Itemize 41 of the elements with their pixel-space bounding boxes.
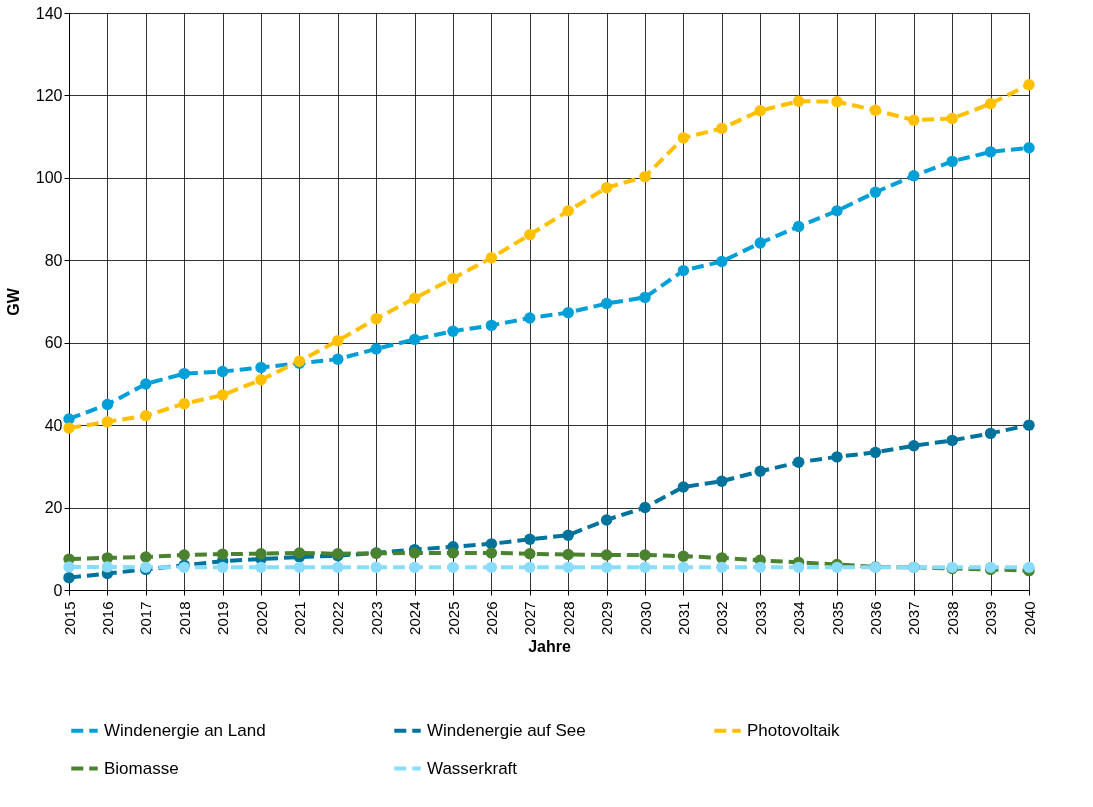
- legend-label: Photovoltaik: [747, 720, 841, 740]
- x-tick-label: 2035: [828, 601, 846, 635]
- x-tick-label: 2027: [521, 601, 539, 635]
- x-tick-label: 2030: [636, 601, 654, 635]
- y-tick-label: 120: [35, 86, 63, 104]
- x-tick-label: 2037: [905, 601, 923, 635]
- x-tick-label: 2015: [60, 601, 78, 635]
- x-tick-label: 2033: [751, 601, 769, 635]
- y-tick-label: 0: [53, 581, 63, 599]
- x-tick-label: 2039: [982, 601, 1000, 635]
- x-tick-label: 2016: [98, 601, 116, 635]
- x-tick-label: 2022: [329, 601, 347, 635]
- x-tick-label: 2019: [214, 601, 232, 635]
- x-tick-label: 2028: [559, 601, 577, 635]
- x-tick-label: 2017: [137, 601, 155, 635]
- y-tick-label: 60: [44, 334, 63, 352]
- x-tick-label: 2026: [482, 601, 500, 635]
- x-tick-label: 2038: [943, 601, 961, 635]
- legend-label: Biomasse: [104, 758, 179, 778]
- x-tick-label: 2023: [367, 601, 385, 635]
- legend-label: Wasserkraft: [427, 758, 518, 778]
- x-tick-label: 2018: [175, 601, 193, 635]
- x-tick-label: 2025: [444, 601, 462, 635]
- legend-label: Windenergie auf See: [427, 720, 586, 740]
- y-tick-label: 40: [44, 416, 63, 434]
- y-tick-label: 140: [35, 4, 63, 22]
- x-tick-label: 2032: [713, 601, 731, 635]
- x-tick-label: 2034: [790, 601, 808, 635]
- x-tick-label: 2021: [290, 601, 308, 635]
- y-tick-label: 80: [44, 251, 63, 269]
- x-tick-label: 2029: [598, 601, 616, 635]
- x-tick-label: 2036: [866, 601, 884, 635]
- x-tick-label: 2040: [1020, 601, 1038, 635]
- x-axis-title: Jahre: [528, 637, 571, 655]
- y-axis-title: GW: [4, 287, 22, 316]
- x-tick-label: 2020: [252, 601, 270, 635]
- y-tick-label: 100: [35, 169, 63, 187]
- x-tick-label: 2031: [674, 601, 692, 635]
- x-tick-label: 2024: [406, 601, 424, 635]
- legend-label: Windenergie an Land: [104, 720, 266, 740]
- y-tick-label: 20: [44, 499, 63, 517]
